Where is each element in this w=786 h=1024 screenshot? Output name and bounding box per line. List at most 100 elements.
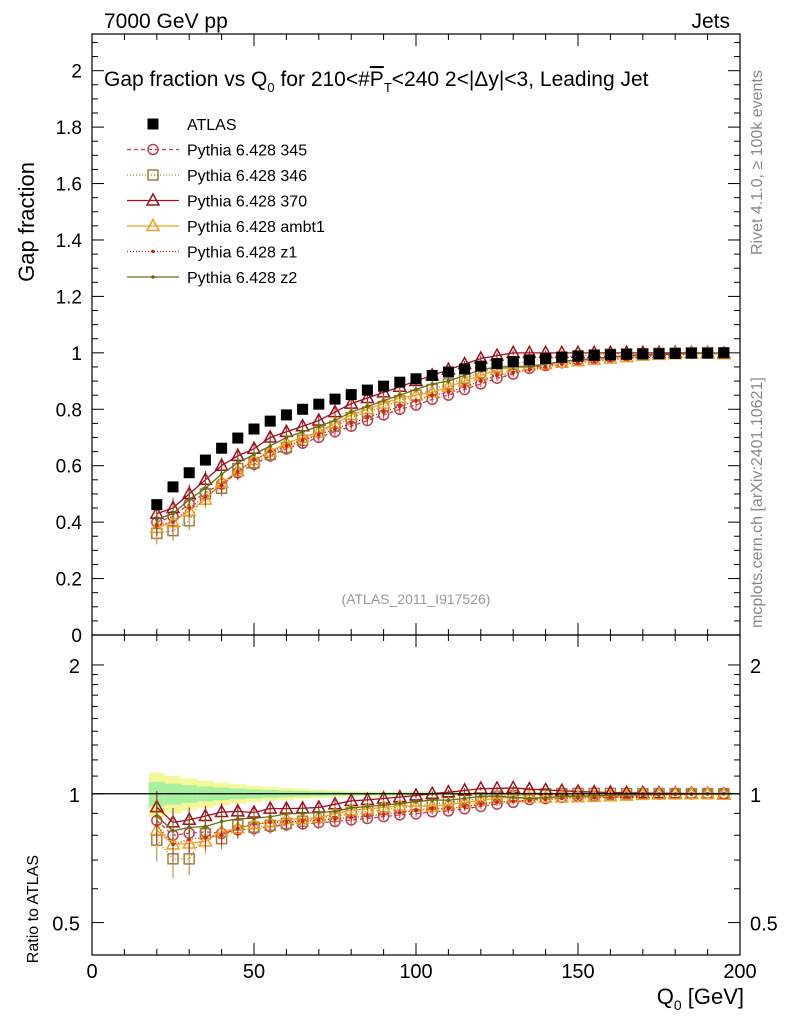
ratio-point: [365, 814, 370, 818]
data-point: [430, 382, 435, 386]
chart-title: Gap fraction vs Q0 for 210<#PT<240 2<|Δy…: [104, 68, 649, 95]
ratio-point: [349, 815, 354, 820]
ratio-point: [592, 794, 596, 798]
data-point: [345, 389, 357, 401]
data-point: [507, 356, 519, 368]
data-point: [365, 415, 370, 420]
ratio-line: [156, 793, 724, 832]
data-point: [523, 354, 535, 366]
ratio-axis-title: Ratio to ATLAS: [25, 855, 42, 963]
data-point: [495, 373, 499, 378]
data-point: [329, 393, 341, 405]
data-point: [317, 424, 321, 429]
data-point: [560, 362, 564, 366]
data-point: [527, 367, 532, 372]
data-point: [313, 398, 325, 410]
legend-label: Pythia 6.428 z1: [187, 245, 297, 262]
data-point: [685, 347, 697, 359]
ratio-tick-label-right: 2: [750, 656, 761, 678]
ratio-point: [398, 801, 402, 806]
data-point: [511, 370, 515, 375]
data-point: [637, 348, 649, 360]
data-point: [398, 404, 402, 409]
data-point: [442, 366, 454, 378]
data-point: [446, 379, 451, 383]
legend: ATLAS Pythia 6.428 345 Pythia 6.428 346 Pyt…: [127, 117, 325, 287]
data-point: [381, 410, 386, 414]
ratio-tick-label-left: 2: [69, 656, 80, 678]
y-tick-label: 2: [71, 62, 82, 83]
ratio-point: [700, 785, 715, 800]
data-point: [527, 365, 532, 369]
ratio-point: [538, 789, 553, 803]
ratio-point: [495, 800, 499, 804]
ratio-point: [187, 825, 191, 830]
ratio-point: [171, 829, 175, 833]
data-point: [392, 389, 408, 404]
data-point: [232, 432, 244, 444]
ratio-point: [284, 820, 289, 824]
ratio-point: [381, 803, 386, 807]
ratio-point: [333, 817, 337, 821]
y-tick-label: 1.2: [56, 287, 82, 308]
ratio-point: [511, 795, 515, 800]
legend-marker: [145, 192, 161, 206]
data-point: [155, 517, 159, 522]
rivet-version-label: Rivet 4.1.0, ≥ 100k events: [749, 70, 766, 255]
series-atlas: [151, 347, 730, 511]
ratio-point: [430, 806, 435, 811]
ratio-point: [511, 799, 515, 804]
ratio-point: [538, 781, 553, 796]
ratio-tick-label-right: 1: [750, 785, 761, 807]
data-point: [414, 387, 418, 392]
y-tick-label: 1.6: [56, 175, 82, 196]
data-point: [333, 427, 337, 431]
data-point: [248, 423, 260, 435]
ratio-point: [333, 809, 337, 814]
ratio-point: [203, 824, 208, 829]
x-tick-label: 50: [243, 961, 265, 983]
legend-marker: [151, 275, 155, 279]
data-point: [572, 350, 584, 362]
ratio-point: [268, 814, 273, 819]
data-point: [556, 351, 568, 363]
legend-label: Pythia 6.428 ambt1: [187, 219, 325, 236]
data-point: [216, 442, 228, 454]
x-tick-label: 200: [723, 961, 756, 983]
data-point: [394, 376, 406, 388]
ratio-point: [527, 796, 532, 801]
ratio-point: [236, 826, 240, 830]
data-point: [151, 499, 163, 511]
data-point: [398, 393, 402, 397]
data-point: [462, 373, 467, 378]
legend-label: Pythia 6.428 345: [187, 143, 307, 160]
data-point: [284, 444, 289, 448]
ratio-point: [219, 819, 224, 824]
data-point: [588, 349, 600, 361]
y-tick-label: 1.8: [56, 118, 82, 139]
data-point: [349, 421, 354, 426]
ratio-point: [462, 804, 467, 809]
data-point: [297, 403, 309, 415]
ratio-point: [560, 794, 564, 799]
data-point: [702, 347, 714, 359]
analysis-tag: (ATLAS_2011_I917526): [342, 591, 491, 607]
ratio-tick-label-left: 1: [69, 785, 80, 807]
data-point: [365, 404, 370, 409]
data-point: [349, 410, 354, 414]
ratio-point: [284, 812, 289, 816]
data-point: [446, 390, 451, 395]
legend-marker: [145, 217, 161, 232]
series-layer: [149, 344, 732, 878]
data-point: [426, 369, 438, 381]
data-point: [621, 348, 633, 360]
data-point: [317, 432, 321, 437]
ratio-point: [495, 794, 499, 798]
data-point: [378, 380, 390, 392]
data-point: [381, 399, 386, 403]
legend-label: ATLAS: [187, 117, 237, 134]
y-axis-title: Gap fraction: [14, 162, 39, 282]
data-point: [187, 497, 191, 502]
data-point: [669, 347, 681, 359]
y-tick-label: 0.2: [56, 570, 82, 591]
